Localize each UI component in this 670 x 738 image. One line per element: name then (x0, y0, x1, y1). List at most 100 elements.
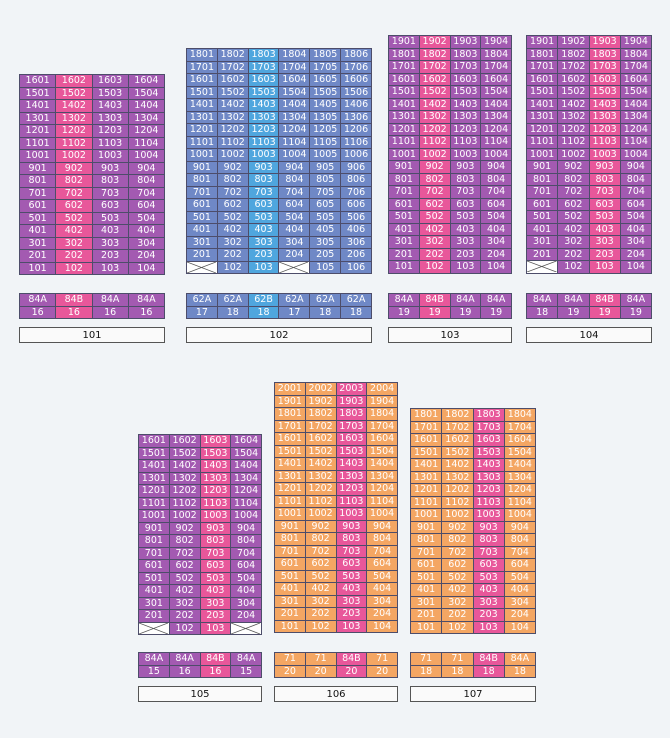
unit-cell: 204 (278, 248, 311, 262)
unit-cell: 404 (366, 582, 398, 596)
unit-cell: 702 (304, 544, 337, 558)
unit-cell: 1402 (441, 458, 474, 472)
unit-cell: 702 (557, 185, 590, 199)
unit-cell: 1502 (168, 446, 201, 460)
unit-cell: 1602 (55, 74, 93, 88)
unit-cell: 1103 (247, 135, 280, 149)
building-label: 105 (138, 686, 262, 702)
unit-cell: 1803 (588, 47, 621, 61)
unit-cell: 1201 (388, 122, 420, 136)
unit-cell: 1303 (199, 471, 232, 485)
unit-type-cell: 84B (418, 293, 451, 307)
unit-cell: 1203 (335, 482, 368, 496)
unit-cell: 603 (588, 197, 621, 211)
unit-cell: 1003 (588, 147, 621, 161)
unit-cell: 601 (138, 559, 170, 573)
unit-cell: 703 (247, 185, 280, 199)
unit-cell: 203 (449, 247, 482, 261)
unit-cell: 304 (127, 236, 166, 250)
unit-cell: 102 (418, 260, 451, 274)
unit-cell: 1602 (216, 73, 249, 87)
unit-cell: 303 (472, 595, 505, 609)
unit-cell: 1304 (366, 469, 398, 483)
unit-type-cell: 84A (388, 293, 420, 307)
unit-cell: 302 (168, 596, 201, 610)
cross-icon (139, 622, 168, 634)
building-label: 102 (186, 327, 372, 343)
unit-cell: 302 (55, 236, 93, 250)
unit-cell: 1503 (91, 86, 129, 100)
unit-cell: 1904 (366, 394, 398, 408)
unit-cell: 1702 (304, 419, 337, 433)
unit-cell: 1503 (588, 85, 621, 99)
floor-count-cell: 20 (335, 664, 368, 678)
unit-cell: 1502 (441, 445, 474, 459)
unit-cell: 1801 (388, 47, 420, 61)
unit-cell: 404 (619, 222, 653, 236)
unit-type-cell: 84A (480, 293, 512, 307)
unit-cell: 1401 (186, 98, 218, 112)
unit-cell: 1104 (278, 135, 311, 149)
unit-cell: 1202 (418, 122, 451, 136)
unit-type-cell: 84A (557, 293, 590, 307)
unit-cell: 901 (18, 161, 57, 175)
unit-cell: 1502 (418, 85, 451, 99)
unit-type-cell: 84A (230, 652, 262, 666)
unit-cell: 1405 (309, 98, 342, 112)
unit-cell: 1202 (55, 124, 93, 138)
unit-type-cell: 84A (449, 293, 482, 307)
unit-cell: 1501 (388, 85, 420, 99)
unit-cell: 1704 (503, 420, 537, 434)
unit-cell: 1504 (480, 85, 512, 99)
unit-cell: 301 (186, 235, 218, 249)
unit-cell: 504 (278, 210, 311, 224)
unit-cell: 1404 (366, 457, 398, 471)
unit-cell: 1302 (441, 470, 474, 484)
unit-cell: 903 (247, 160, 280, 174)
unit-cell: 103 (449, 260, 482, 274)
unit-cell: 2002 (304, 382, 337, 396)
unit-cell: 201 (138, 609, 170, 623)
unit-cell: 1603 (91, 74, 129, 88)
unit-grid: 1901 1902 1903 1904 1801 1802 1803 1804 1701 1702… (388, 35, 512, 274)
unit-cell: 1203 (472, 483, 505, 497)
floor-count-cell: 18 (472, 664, 505, 678)
unit-cell: 604 (366, 557, 398, 571)
unit-cell: 601 (274, 557, 306, 571)
floor-count-cell: 15 (230, 664, 262, 678)
unit-cell: 705 (309, 185, 342, 199)
unit-cell: 503 (91, 211, 129, 225)
unit-cell: 403 (247, 223, 280, 237)
unit-cell: 603 (91, 199, 129, 213)
unit-cell: 804 (480, 172, 512, 186)
unit-cell: 1001 (409, 508, 443, 522)
unit-cell: 104 (127, 261, 166, 275)
unit-cell: 1404 (480, 97, 512, 111)
unit-cell: 803 (91, 174, 129, 188)
unit-cell: 1201 (274, 482, 306, 496)
unit-cell: 106 (340, 260, 372, 274)
unit-cell: 1701 (409, 420, 443, 434)
unit-cell: 204 (503, 608, 537, 622)
unit-cell: 704 (230, 546, 262, 560)
unit-cell: 1404 (503, 458, 537, 472)
unit-cell: 1604 (480, 72, 512, 86)
unit-cell: 1304 (278, 110, 311, 124)
unit-cell: 203 (472, 608, 505, 622)
floor-count-cell: 19 (480, 305, 512, 319)
unit-type-cell: 62A (186, 293, 218, 307)
unit-cell: 1104 (619, 135, 653, 149)
unit-cell: 1704 (278, 60, 311, 74)
unit-cell: 1104 (480, 135, 512, 149)
unit-cell: 1603 (588, 72, 621, 86)
unit-cell: 1705 (309, 60, 342, 74)
unit-type-summary: 84A 84B 84A 84A 16 16 16 16 (18, 293, 166, 319)
unit-cell: 1102 (418, 135, 451, 149)
unit-cell: 1703 (247, 60, 280, 74)
unit-cell: 1303 (335, 469, 368, 483)
unit-type-cell: 84A (127, 293, 166, 307)
unit-cell: 1204 (480, 122, 512, 136)
unit-cell: 906 (340, 160, 372, 174)
unit-cell: 904 (366, 519, 398, 533)
unit-cell: 302 (418, 235, 451, 249)
